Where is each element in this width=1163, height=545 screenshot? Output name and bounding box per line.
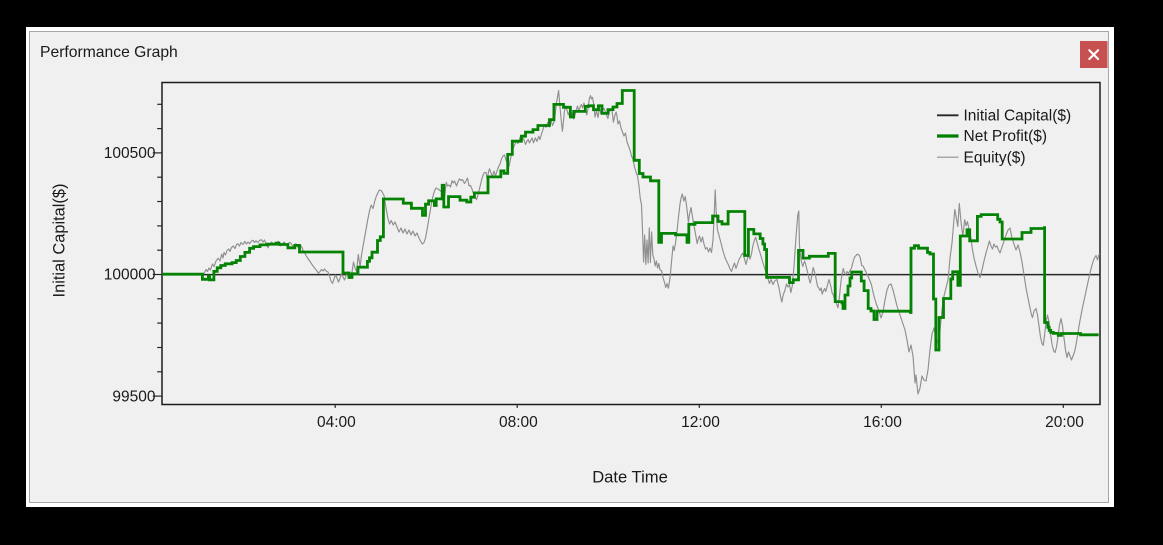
svg-text:16:00: 16:00 <box>863 414 902 431</box>
svg-text:20:00: 20:00 <box>1045 414 1084 431</box>
svg-text:100000: 100000 <box>104 267 156 284</box>
svg-text:Date Time: Date Time <box>592 468 668 487</box>
svg-text:99500: 99500 <box>112 388 155 405</box>
svg-text:Initial Capital($): Initial Capital($) <box>964 108 1072 125</box>
svg-text:Equity($): Equity($) <box>964 149 1026 166</box>
svg-text:Performance Graph: Performance Graph <box>40 44 178 61</box>
svg-text:Initial Capital($): Initial Capital($) <box>51 184 69 298</box>
svg-text:04:00: 04:00 <box>317 414 356 431</box>
svg-text:12:00: 12:00 <box>681 414 720 431</box>
svg-text:100500: 100500 <box>104 145 156 162</box>
svg-text:08:00: 08:00 <box>499 414 538 431</box>
svg-text:Net Profit($): Net Profit($) <box>964 128 1048 145</box>
